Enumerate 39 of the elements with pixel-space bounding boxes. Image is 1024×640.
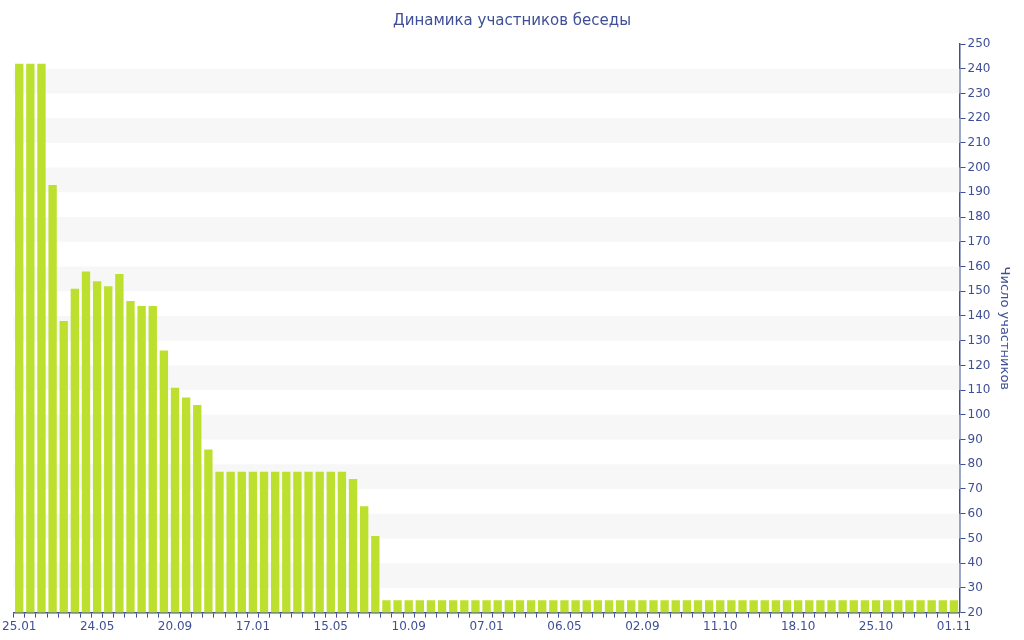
y-tick-label: 210 xyxy=(967,135,991,150)
y-tick-label: 160 xyxy=(967,258,991,273)
y-tick-label: 110 xyxy=(967,382,991,397)
x-tick-label: 24.05 xyxy=(79,618,115,633)
x-tick-label: 06.05 xyxy=(547,618,582,633)
y-tick-label: 220 xyxy=(967,110,991,125)
y-tick-label: 130 xyxy=(967,332,991,347)
x-tick-label: 15.05 xyxy=(313,618,348,633)
y-tick-label: 240 xyxy=(967,60,991,75)
x-tick-label: 25.10 xyxy=(858,618,894,633)
y-tick-label: 20 xyxy=(967,604,983,619)
y-tick-label: 170 xyxy=(967,233,991,248)
x-tick-label: 01.11 xyxy=(936,618,972,633)
y-tick-label: 180 xyxy=(967,209,991,224)
x-tick-label: 20.09 xyxy=(157,618,193,633)
x-tick-label: 25.01 xyxy=(2,618,37,633)
y-tick-label: 230 xyxy=(967,85,991,100)
y-tick-label: 40 xyxy=(967,555,983,570)
x-tick-label: 17.01 xyxy=(235,618,271,633)
x-tick-label: 07.01 xyxy=(469,618,504,633)
y-tick-label: 200 xyxy=(967,159,991,174)
y-tick-label: 70 xyxy=(967,481,983,496)
y-tick-label: 190 xyxy=(967,184,991,199)
y-tick-label: 150 xyxy=(967,283,991,298)
y-tick-label: 140 xyxy=(967,308,991,323)
chart-title: Динамика участников беседы xyxy=(392,10,632,29)
y-tick-label: 30 xyxy=(967,580,983,594)
y-tick-label: 120 xyxy=(967,357,991,372)
x-tick-label: 02.09 xyxy=(625,618,660,633)
y-tick-label: 100 xyxy=(967,406,991,421)
x-tick-label: 18.10 xyxy=(780,618,816,633)
y-axis-title: Число участников xyxy=(997,266,1013,390)
y-tick-label: 250 xyxy=(967,36,991,51)
x-tick-label: 11.10 xyxy=(703,618,738,633)
x-tick-label: 10.09 xyxy=(391,618,426,633)
y-tick-label: 60 xyxy=(967,505,983,520)
y-tick-label: 80 xyxy=(967,456,983,471)
y-tick-label: 90 xyxy=(967,431,983,446)
y-tick-label: 50 xyxy=(967,530,983,545)
